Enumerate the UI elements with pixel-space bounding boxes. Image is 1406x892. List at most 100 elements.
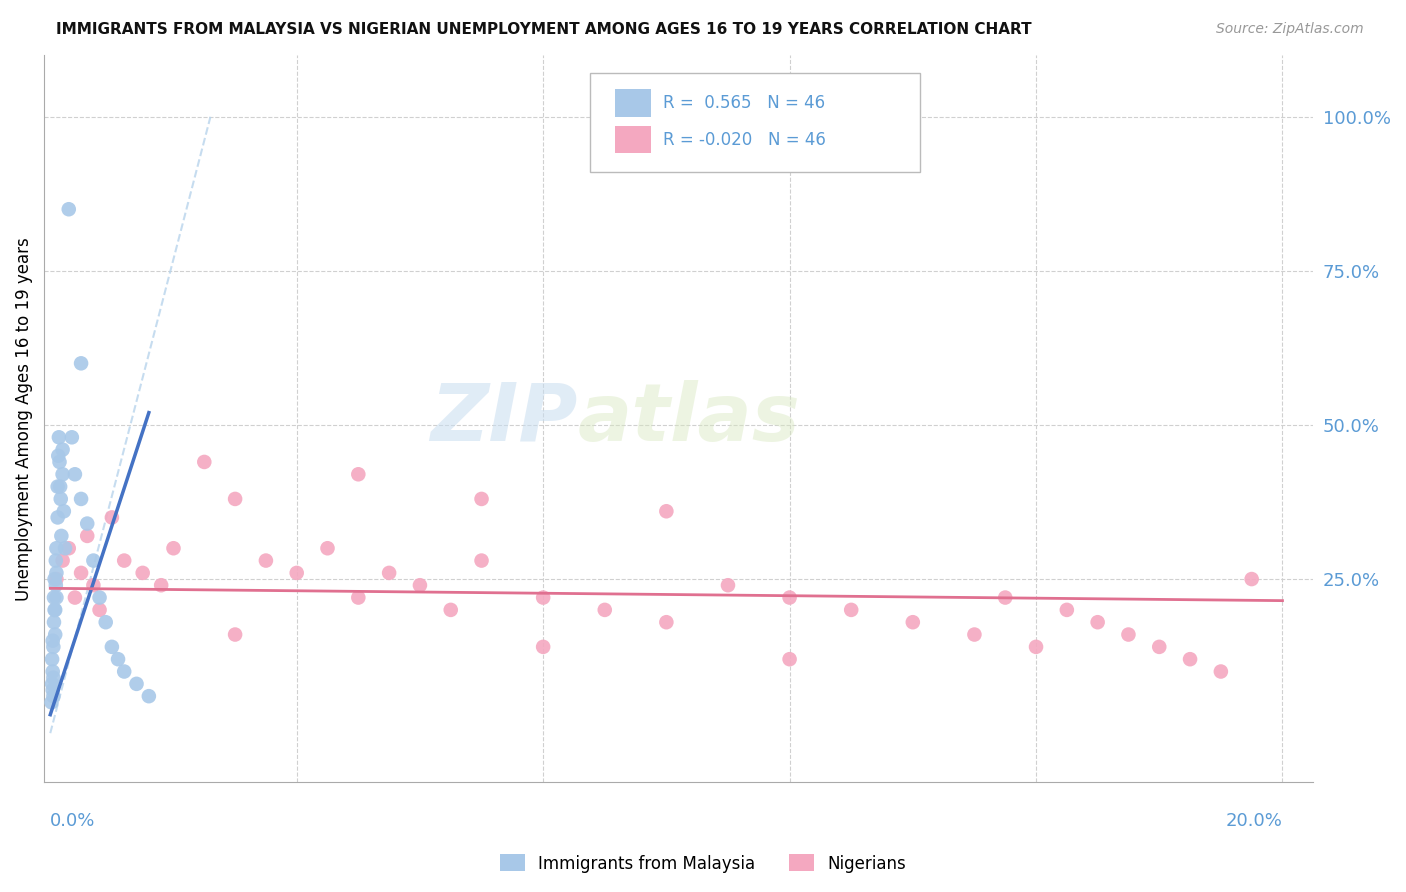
Point <box>531 640 554 654</box>
Point <box>1178 652 1201 666</box>
Point <box>963 627 986 641</box>
Point <box>470 491 492 506</box>
Text: atlas: atlas <box>576 380 800 458</box>
Point <box>593 603 616 617</box>
Point <box>42 633 65 648</box>
Point <box>655 504 678 518</box>
Point <box>901 615 924 630</box>
Point <box>51 529 73 543</box>
Point <box>42 665 65 679</box>
Point <box>45 541 67 556</box>
Point <box>42 689 65 703</box>
Point <box>470 553 492 567</box>
Legend: Immigrants from Malaysia, Nigerians: Immigrants from Malaysia, Nigerians <box>494 847 912 880</box>
Point <box>717 578 740 592</box>
Point <box>409 578 432 592</box>
Point <box>112 665 135 679</box>
Point <box>378 566 401 580</box>
Point <box>52 467 75 482</box>
Text: 0.0%: 0.0% <box>51 812 96 830</box>
Point <box>89 603 111 617</box>
Point <box>94 615 117 630</box>
Point <box>63 467 86 482</box>
Point <box>58 541 80 556</box>
Point <box>440 603 463 617</box>
Point <box>41 652 63 666</box>
Point <box>1025 640 1047 654</box>
Point <box>347 591 370 605</box>
Text: 20.0%: 20.0% <box>1226 812 1282 830</box>
Point <box>162 541 184 556</box>
Point <box>45 591 67 605</box>
Point <box>138 689 160 703</box>
Point <box>1087 615 1109 630</box>
Point <box>82 553 104 567</box>
Point <box>224 627 246 641</box>
Text: IMMIGRANTS FROM MALAYSIA VS NIGERIAN UNEMPLOYMENT AMONG AGES 16 TO 19 YEARS CORR: IMMIGRANTS FROM MALAYSIA VS NIGERIAN UNE… <box>56 22 1032 37</box>
Point <box>44 572 66 586</box>
Y-axis label: Unemployment Among Ages 16 to 19 years: Unemployment Among Ages 16 to 19 years <box>15 237 32 600</box>
Point <box>779 591 801 605</box>
Text: Source: ZipAtlas.com: Source: ZipAtlas.com <box>1216 22 1364 37</box>
Point <box>42 671 65 685</box>
Point <box>779 652 801 666</box>
Point <box>53 541 76 556</box>
Point <box>224 491 246 506</box>
Point <box>1209 665 1232 679</box>
Point <box>82 578 104 592</box>
Point <box>49 480 72 494</box>
Point <box>42 615 65 630</box>
Point <box>58 202 80 217</box>
Point <box>42 683 65 698</box>
Point <box>70 491 93 506</box>
Text: ZIP: ZIP <box>430 380 576 458</box>
Point <box>46 480 69 494</box>
Point <box>1240 572 1263 586</box>
Point <box>655 615 678 630</box>
Point <box>839 603 862 617</box>
Point <box>46 449 69 463</box>
Point <box>193 455 215 469</box>
Point <box>112 553 135 567</box>
Point <box>347 467 370 482</box>
Point <box>76 529 98 543</box>
Point <box>45 572 67 586</box>
Point <box>1056 603 1078 617</box>
Point <box>101 640 124 654</box>
Point <box>48 430 70 444</box>
Point <box>76 516 98 531</box>
Point <box>285 566 308 580</box>
Point <box>1149 640 1171 654</box>
Point <box>45 566 67 580</box>
FancyBboxPatch shape <box>591 73 920 171</box>
Point <box>70 356 93 370</box>
Point <box>125 677 148 691</box>
Point <box>42 591 65 605</box>
Bar <box>616 89 651 117</box>
Point <box>52 504 75 518</box>
Point <box>107 652 129 666</box>
Point <box>60 430 83 444</box>
Point <box>45 553 67 567</box>
Point <box>45 578 67 592</box>
Point <box>70 566 93 580</box>
Point <box>1118 627 1140 641</box>
Bar <box>616 126 651 153</box>
Point <box>44 627 66 641</box>
Point <box>49 491 72 506</box>
Point <box>41 677 63 691</box>
Point <box>41 695 63 709</box>
Point <box>254 553 277 567</box>
Point <box>150 578 173 592</box>
Text: R =  0.565   N = 46: R = 0.565 N = 46 <box>664 95 825 112</box>
Point <box>63 591 86 605</box>
Point <box>44 603 66 617</box>
Point <box>531 591 554 605</box>
Point <box>994 591 1017 605</box>
Point <box>131 566 153 580</box>
Point <box>48 455 70 469</box>
Point <box>316 541 339 556</box>
Point <box>44 603 66 617</box>
Point <box>52 442 75 457</box>
Point <box>101 510 124 524</box>
